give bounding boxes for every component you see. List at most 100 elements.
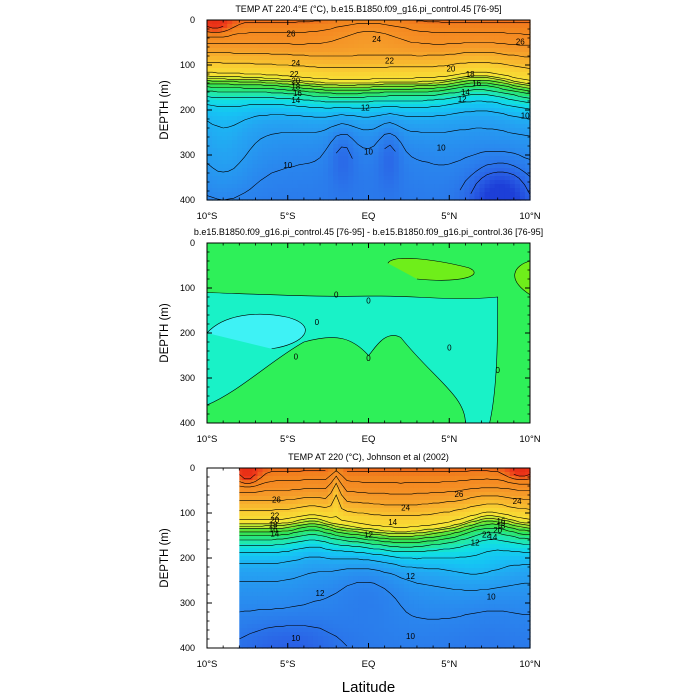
contour-cell bbox=[323, 196, 329, 201]
contour-cell bbox=[424, 616, 430, 621]
contour-cell bbox=[408, 544, 415, 549]
contour-cell bbox=[297, 196, 304, 201]
contour-cell bbox=[464, 24, 471, 29]
contour-cell bbox=[363, 140, 370, 145]
contour-cell bbox=[499, 80, 506, 85]
contour-cell bbox=[474, 100, 481, 105]
contour-cell bbox=[217, 188, 223, 193]
contour-cell bbox=[424, 636, 430, 641]
contour-cell bbox=[459, 116, 465, 121]
contour-cell bbox=[373, 572, 380, 577]
contour-cell bbox=[318, 556, 324, 561]
contour-cell bbox=[424, 628, 430, 633]
contour-cell bbox=[383, 144, 390, 149]
contour-cell bbox=[247, 52, 254, 57]
contour-cell bbox=[373, 596, 380, 601]
contour-cell bbox=[338, 180, 344, 185]
contour-cell bbox=[328, 44, 334, 49]
contour-cell bbox=[464, 120, 471, 125]
contour-cell bbox=[222, 156, 228, 161]
contour-cell bbox=[292, 536, 299, 541]
contour-cell bbox=[277, 476, 284, 481]
contour-cell bbox=[393, 56, 400, 61]
contour-cell bbox=[323, 192, 329, 197]
contour-cell bbox=[403, 580, 410, 585]
contour-cell bbox=[227, 76, 233, 81]
contour-cell bbox=[262, 56, 269, 61]
contour-cell bbox=[247, 556, 254, 561]
contour-cell bbox=[378, 540, 385, 545]
contour-cell bbox=[272, 168, 279, 173]
contour-cell bbox=[514, 68, 521, 73]
contour-cell bbox=[424, 44, 430, 49]
contour-cell bbox=[328, 84, 334, 89]
contour-cell bbox=[328, 128, 334, 133]
contour-cell bbox=[333, 600, 339, 605]
contour-cell bbox=[343, 72, 349, 77]
contour-cell bbox=[429, 492, 435, 497]
contour-cell bbox=[368, 36, 375, 41]
contour-cell bbox=[408, 624, 415, 629]
contour-cell bbox=[247, 168, 254, 173]
contour-cell bbox=[368, 124, 375, 129]
contour-cell bbox=[439, 576, 445, 581]
contour-cell bbox=[272, 572, 279, 577]
contour-cell bbox=[328, 620, 334, 625]
contour-cell bbox=[393, 536, 400, 541]
contour-cell bbox=[267, 536, 274, 541]
contour-cell bbox=[439, 84, 445, 89]
contour-cell bbox=[444, 172, 450, 177]
contour-cell bbox=[449, 136, 455, 141]
contour-cell bbox=[424, 488, 430, 493]
contour-cell bbox=[444, 120, 450, 125]
contour-cell bbox=[383, 472, 390, 477]
contour-cell bbox=[358, 168, 365, 173]
contour-cell bbox=[469, 176, 476, 181]
contour-cell bbox=[242, 592, 248, 597]
contour-cell bbox=[297, 56, 304, 61]
contour-cell bbox=[312, 576, 319, 581]
contour-cell bbox=[373, 528, 380, 533]
contour-cell bbox=[429, 524, 435, 529]
contour-cell bbox=[444, 604, 450, 609]
contour-cell bbox=[439, 36, 445, 41]
contour-cell bbox=[232, 92, 238, 97]
contour-cell bbox=[514, 80, 521, 85]
contour-cell bbox=[439, 544, 445, 549]
contour-cell bbox=[277, 36, 284, 41]
contour-cell bbox=[252, 500, 259, 505]
contour-cell bbox=[429, 172, 435, 177]
contour-cell bbox=[242, 148, 248, 153]
contour-cell bbox=[464, 492, 471, 497]
contour-cell bbox=[363, 124, 370, 129]
contour-cell bbox=[509, 88, 516, 93]
contour-cell bbox=[282, 476, 289, 481]
contour-cell bbox=[262, 184, 269, 189]
contour-cell bbox=[282, 108, 289, 113]
contour-cell bbox=[328, 64, 334, 69]
contour-cell bbox=[434, 512, 440, 517]
contour-cell bbox=[418, 148, 425, 153]
contour-cell bbox=[292, 180, 299, 185]
contour-cell bbox=[373, 32, 380, 37]
positive-core bbox=[387, 258, 475, 281]
contour-cell bbox=[383, 584, 390, 589]
contour-cell bbox=[368, 188, 375, 193]
contour-cell bbox=[338, 636, 344, 641]
contour-cell bbox=[429, 476, 435, 481]
contour-cell bbox=[272, 472, 279, 477]
contour-cell bbox=[297, 600, 304, 605]
contour-cell bbox=[444, 644, 450, 649]
contour-cell bbox=[272, 540, 279, 545]
contour-cell bbox=[318, 480, 324, 485]
contour-cell bbox=[484, 120, 491, 125]
contour-cell bbox=[287, 196, 294, 201]
contour-cell bbox=[282, 104, 289, 109]
contour-cell bbox=[454, 116, 460, 121]
contour-cell bbox=[403, 536, 410, 541]
contour-cell bbox=[434, 44, 440, 49]
contour-cell bbox=[343, 168, 349, 173]
contour-cell bbox=[272, 560, 279, 565]
contour-cell bbox=[353, 80, 360, 85]
contour-cell bbox=[403, 636, 410, 641]
